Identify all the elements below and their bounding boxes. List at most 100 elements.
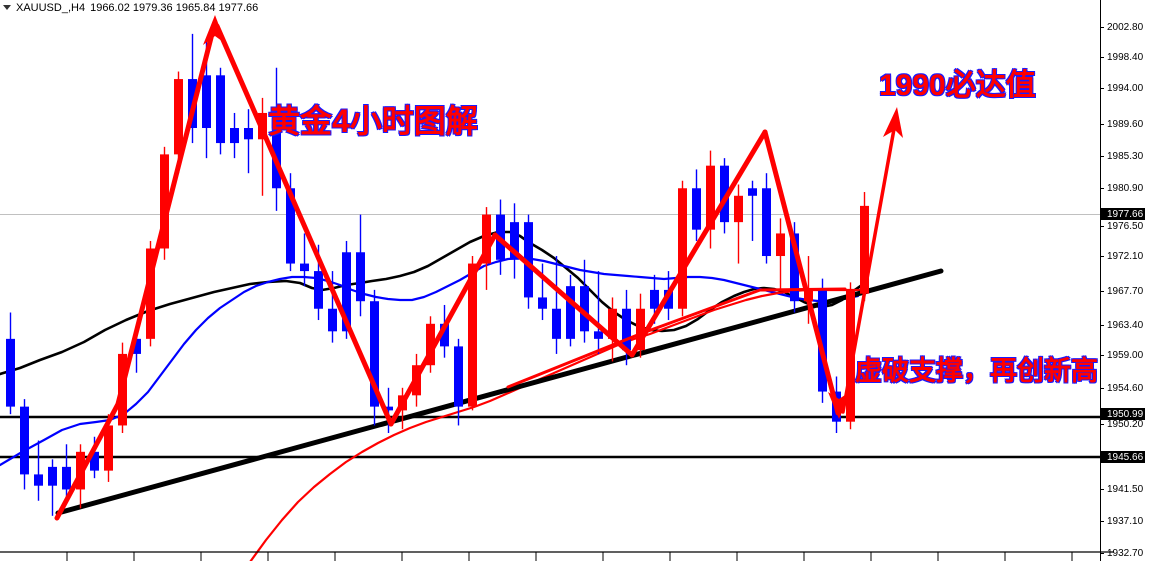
price-axis-line [1100, 0, 1101, 561]
ma-blue-line [0, 256, 860, 467]
candle-body [860, 205, 869, 294]
candle-body [482, 214, 491, 264]
tick-mark [1100, 423, 1104, 425]
zigzag-leg-down-1 [214, 23, 394, 427]
candle-body [384, 406, 393, 411]
price-axis[interactable]: 2002.80 1998.40 1994.00 1989.60 1985.30 1980.… [1100, 0, 1153, 561]
price-tick: 1977.66 [1100, 208, 1146, 220]
price-tick-label: 2002.80 [1107, 21, 1144, 33]
candle-body [132, 338, 141, 354]
symbol-info-bar: XAUUSD_,H4 1966.02 1979.36 1965.84 1977.… [0, 0, 258, 15]
candle-body [818, 289, 827, 392]
candle-body [328, 308, 337, 332]
chart-plot-area[interactable] [0, 0, 1114, 561]
tick-mark [1100, 488, 1104, 490]
tick-mark [1100, 290, 1104, 292]
price-tick-label: 1976.50 [1107, 220, 1144, 232]
price-tick-label: 1998.40 [1107, 51, 1144, 63]
candle-body [790, 233, 799, 302]
price-tick-label: 1932.70 [1107, 547, 1144, 559]
candle-body [636, 308, 645, 351]
x-axis-ticks [66, 552, 1073, 561]
price-tick: 1959.00 [1100, 349, 1143, 361]
candle-body [6, 338, 15, 407]
price-tick: 1976.50 [1100, 220, 1143, 232]
price-tick: 1941.50 [1100, 483, 1143, 495]
price-tick-label: 1994.00 [1107, 82, 1144, 94]
candle-body [454, 346, 463, 407]
chevron-down-icon[interactable] [3, 5, 11, 10]
candle-body [706, 165, 715, 230]
candle-body [48, 466, 57, 486]
price-tick-label: 1950.99 [1107, 408, 1144, 420]
candle-body [370, 301, 379, 407]
price-tick-label: 1985.30 [1107, 150, 1144, 162]
candle-body [510, 222, 519, 260]
tick-mark [1100, 387, 1104, 389]
candle-body [104, 425, 113, 471]
annotation-title: 黄金4小时图解 [268, 103, 478, 139]
zigzag-leg-down-2 [492, 232, 635, 358]
tick-mark [1100, 155, 1104, 157]
zigzag-leg-up-3 [629, 129, 768, 358]
candle-body [552, 308, 561, 339]
candle-body [622, 308, 631, 351]
candle-body [734, 195, 743, 223]
candle-body [20, 406, 29, 475]
candle-body [90, 451, 99, 471]
tick-mark [1100, 255, 1104, 257]
ohlc-values: 1966.02 1979.36 1965.84 1977.66 [90, 1, 259, 14]
price-tick-label: 1941.50 [1107, 483, 1144, 495]
candle-body [300, 263, 309, 272]
candle-body [720, 165, 729, 223]
tick-mark [1100, 187, 1104, 189]
price-tick: 1963.40 [1100, 319, 1143, 331]
price-tick: 1972.10 [1100, 250, 1143, 262]
candle-body [524, 222, 533, 298]
zigzag-leg-down-3 [762, 129, 841, 416]
candle-body [426, 323, 435, 366]
price-tick-label: 1963.40 [1107, 319, 1144, 331]
candle-body [216, 75, 225, 144]
annotation-support-note: 虚破支撑，再创新高 [855, 356, 1098, 386]
price-tick-label: 1945.66 [1107, 451, 1144, 463]
candle-body [762, 188, 771, 257]
price-tick-label: 1967.70 [1107, 285, 1144, 297]
price-tick: 1998.40 [1100, 51, 1143, 63]
price-tick: 1967.70 [1100, 285, 1143, 297]
candle-body [468, 263, 477, 407]
candle-body [314, 271, 323, 309]
candle-body [608, 308, 617, 339]
candle-body [244, 128, 253, 140]
price-tick: 1932.70 [1100, 547, 1143, 559]
candle-body [202, 75, 211, 129]
candle-body [664, 289, 673, 309]
candle-body [342, 252, 351, 332]
price-tick-label: 1977.66 [1107, 208, 1144, 220]
bullish-projection-arrow-head [883, 107, 903, 138]
price-tick: 1954.60 [1100, 382, 1143, 394]
price-tick-label: 1972.10 [1107, 250, 1144, 262]
ma-red-line [249, 288, 864, 561]
zigzag-leg-up-2 [388, 232, 498, 427]
tick-mark [1100, 354, 1104, 356]
candle-body [692, 188, 701, 230]
candle-body [566, 286, 575, 339]
tick-mark [1100, 324, 1104, 326]
candle-body [34, 474, 43, 486]
price-tick-label: 1954.60 [1107, 382, 1144, 394]
candle-body [62, 466, 71, 490]
candle-body [230, 128, 239, 144]
candle-body [580, 286, 589, 332]
candle-body [160, 154, 169, 249]
candle-body [356, 252, 365, 302]
price-tick-label: 1950.20 [1107, 418, 1144, 430]
price-tick: 1937.10 [1100, 515, 1143, 527]
price-tick: 1945.66 [1100, 451, 1146, 463]
candle-body [146, 248, 155, 339]
candle-body [678, 188, 687, 309]
annotation-target-price: 1990必达值 [879, 69, 1036, 102]
candle-body [272, 112, 281, 189]
tick-mark [1100, 520, 1104, 522]
